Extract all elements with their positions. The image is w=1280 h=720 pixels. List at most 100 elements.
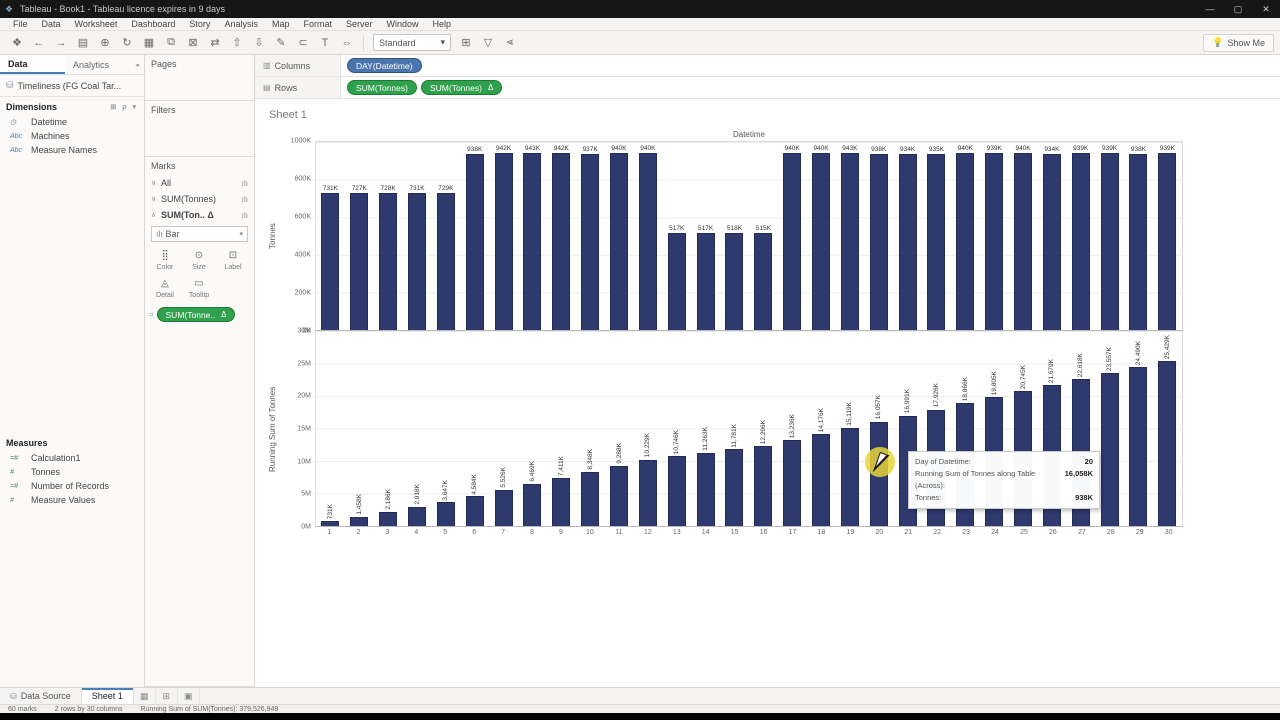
bar-day-29[interactable] [1129,366,1148,526]
bar-day-27[interactable] [1071,153,1090,330]
show-cards-button[interactable]: ▽ [483,37,493,49]
field-tonnes[interactable]: # Tonnes [0,465,144,479]
field-datetime[interactable]: ◷ Datetime [0,115,144,129]
close-button[interactable]: ✕ [1262,3,1270,14]
bar-day-28[interactable] [1100,372,1119,526]
bar-day-21[interactable] [898,154,917,330]
tableau-logo-icon[interactable]: ❖ [12,37,22,49]
bar-day-18[interactable] [812,153,831,330]
tab-sheet-1[interactable]: Sheet 1 [81,688,134,704]
bar-day-10[interactable] [581,153,600,330]
field-calculation1[interactable]: =# Calculation1 [0,451,144,465]
bar-day-4[interactable] [408,192,426,330]
bar-day-11[interactable] [610,465,629,526]
bar-day-28[interactable] [1100,153,1119,330]
shelf-pill[interactable]: SUM(Tonnes) Δ [420,80,503,95]
fix-axes-button[interactable]: ⇔ [341,36,353,49]
bar-day-17[interactable] [783,439,802,526]
redo-button[interactable]: → [55,36,67,49]
sort-ascending-button[interactable]: ⇧ [232,37,242,49]
tab-analytics[interactable]: Analytics [73,59,110,70]
menu-worksheet[interactable]: Worksheet [74,19,118,29]
undo-button[interactable]: ← [33,36,45,49]
bar-day-3[interactable] [379,193,398,330]
duplicate-sheet-button[interactable]: ⧉ [167,36,175,48]
marks-item-1[interactable]: ∨ SUM(Tonnes) ılı [145,191,254,207]
rows-shelf[interactable]: ▤ Rows SUM(Tonnes) SUM(Tonnes) Δ [255,77,1280,99]
data-source-item[interactable]: ⛁ Timeliness (FG Coal Tar... [0,75,144,97]
bar-day-25[interactable] [1014,153,1033,330]
menu-data[interactable]: Data [41,19,61,29]
bar-day-5[interactable] [436,502,455,526]
bar-day-9[interactable] [552,152,571,330]
view-data-icon[interactable]: ⊞ ρ ▾ [110,104,138,111]
bar-day-2[interactable] [350,516,369,526]
shelf-pill[interactable]: DAY(Datetime) [347,58,422,73]
new-worksheet-button[interactable]: ▦ [143,37,155,49]
swap-rows-columns-button[interactable]: ⇄ [210,37,220,49]
bar-day-19[interactable] [840,427,859,526]
fit-width-button[interactable]: ⊞ [461,37,471,49]
bar-day-4[interactable] [408,507,426,526]
bar-day-29[interactable] [1129,153,1148,330]
tab-data[interactable]: Data [0,55,65,74]
share-button[interactable]: ⪡ [506,36,514,48]
group-members-button[interactable]: ⊂ [298,37,308,49]
marks-item-2[interactable]: ∧ SUM(Ton.. Δ ılı [145,207,254,223]
bar-day-15[interactable] [725,449,744,526]
bar-day-17[interactable] [783,153,802,330]
bar-day-24[interactable] [985,153,1004,330]
marks-encoding-pill[interactable]: SUM(Tonne.. Δ [156,307,236,322]
new-dashboard-tab-icon[interactable]: ⊞ [156,688,178,704]
columns-shelf[interactable]: ▥ Columns DAY(Datetime) [255,55,1280,77]
menu-help[interactable]: Help [432,19,452,29]
field-machines[interactable]: Abc Machines [0,129,144,143]
bar-day-13[interactable] [667,232,686,330]
highlight-button[interactable]: ✎ [276,37,286,49]
bar-day-16[interactable] [754,233,773,330]
show-mark-labels-button[interactable]: T [321,36,329,49]
bar-day-18[interactable] [812,433,831,526]
bar-day-13[interactable] [667,456,686,526]
tooltip-button[interactable]: ▭ Tooltip [185,278,213,299]
detail-button[interactable]: ◬ Detail [151,278,179,299]
bar-day-3[interactable] [379,511,398,526]
save-button[interactable]: ▤ [77,37,89,49]
new-worksheet-tab-icon[interactable]: ▦ [134,688,156,704]
bar-day-7[interactable] [494,152,513,330]
bar-day-10[interactable] [581,471,600,526]
menu-file[interactable]: File [13,19,28,29]
bar-day-1[interactable] [321,192,340,330]
field-number-of-records[interactable]: =# Number of Records [0,479,144,493]
menu-format[interactable]: Format [303,19,332,29]
fit-selector[interactable]: Standard ▾ [373,34,451,51]
bar-day-16[interactable] [754,446,773,526]
bar-day-7[interactable] [494,490,513,526]
minimize-button[interactable]: — [1205,4,1215,14]
size-button[interactable]: ⊙ Size [185,250,213,271]
color-button[interactable]: ⣿ Color [151,250,179,271]
new-story-tab-icon[interactable]: ▣ [178,688,200,704]
menu-server[interactable]: Server [345,19,373,29]
bar-day-9[interactable] [552,477,571,526]
refresh-data-button[interactable]: ↻ [122,37,132,49]
menu-dashboard[interactable]: Dashboard [131,19,176,29]
bar-day-15[interactable] [725,232,744,330]
bar-day-8[interactable] [523,483,542,526]
bar-day-14[interactable] [696,452,715,526]
bar-day-30[interactable] [1158,360,1177,526]
bar-day-6[interactable] [465,496,484,526]
bar-day-12[interactable] [638,459,657,526]
clear-sheet-button[interactable]: ⊠ [188,37,198,49]
maximize-button[interactable]: ▢ [1233,3,1243,14]
bar-day-20[interactable] [869,153,888,330]
bar-day-6[interactable] [465,153,484,330]
bar-day-2[interactable] [350,193,369,330]
pane-collapse-icon[interactable]: ◂ [135,61,139,69]
show-me-button[interactable]: 💡 Show Me [1203,33,1274,52]
menu-analysis[interactable]: Analysis [224,19,258,29]
bar-day-14[interactable] [696,232,715,330]
pages-card[interactable]: Pages [145,55,254,101]
tab-data-source[interactable]: ⛁ Data Source [0,688,82,704]
bar-day-11[interactable] [610,153,629,330]
